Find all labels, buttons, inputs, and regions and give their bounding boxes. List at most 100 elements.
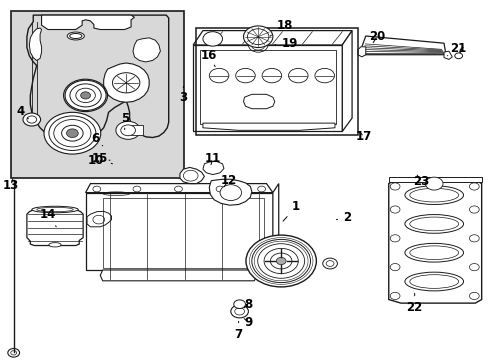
Text: 19: 19 xyxy=(275,37,297,50)
Circle shape xyxy=(27,116,37,123)
Circle shape xyxy=(235,68,255,83)
Circle shape xyxy=(322,258,337,269)
Circle shape xyxy=(276,257,285,265)
Text: 6: 6 xyxy=(91,132,102,146)
Text: 10: 10 xyxy=(87,154,110,167)
Polygon shape xyxy=(193,45,342,131)
Circle shape xyxy=(270,253,291,269)
Circle shape xyxy=(468,235,478,242)
Text: 18: 18 xyxy=(270,19,292,36)
Text: 8: 8 xyxy=(244,298,252,311)
Circle shape xyxy=(288,68,307,83)
Text: 5: 5 xyxy=(121,112,128,130)
Circle shape xyxy=(49,116,96,150)
Circle shape xyxy=(220,185,241,201)
Ellipse shape xyxy=(69,33,81,39)
Circle shape xyxy=(257,186,265,192)
Polygon shape xyxy=(85,193,272,270)
Circle shape xyxy=(44,112,101,154)
Circle shape xyxy=(216,186,224,192)
Circle shape xyxy=(389,264,399,271)
Text: 1: 1 xyxy=(283,201,299,221)
Circle shape xyxy=(262,68,281,83)
Circle shape xyxy=(389,235,399,242)
Polygon shape xyxy=(180,167,204,184)
Polygon shape xyxy=(388,180,481,303)
Circle shape xyxy=(314,68,334,83)
Circle shape xyxy=(66,129,78,138)
Text: 12: 12 xyxy=(220,174,237,187)
Circle shape xyxy=(389,292,399,300)
Bar xyxy=(195,28,357,135)
Text: 7: 7 xyxy=(234,321,242,341)
Text: 20: 20 xyxy=(368,30,385,43)
Polygon shape xyxy=(443,51,451,59)
Circle shape xyxy=(389,183,399,190)
Circle shape xyxy=(65,80,106,111)
Bar xyxy=(11,11,184,178)
Circle shape xyxy=(454,53,462,59)
Text: 4: 4 xyxy=(17,105,28,119)
Polygon shape xyxy=(133,38,160,62)
Circle shape xyxy=(203,32,222,46)
Text: 13: 13 xyxy=(2,179,19,192)
Polygon shape xyxy=(100,270,256,281)
Text: 11: 11 xyxy=(204,152,221,165)
Bar xyxy=(102,198,264,268)
Circle shape xyxy=(133,186,141,192)
Ellipse shape xyxy=(99,190,133,197)
Circle shape xyxy=(70,84,101,107)
Ellipse shape xyxy=(404,215,463,233)
Ellipse shape xyxy=(67,32,84,40)
Polygon shape xyxy=(357,47,365,57)
Text: 3: 3 xyxy=(179,86,187,104)
Circle shape xyxy=(112,73,140,93)
Circle shape xyxy=(233,300,245,309)
Circle shape xyxy=(61,125,83,141)
Circle shape xyxy=(81,92,90,99)
Circle shape xyxy=(245,235,316,287)
Polygon shape xyxy=(272,184,278,270)
Circle shape xyxy=(183,170,198,181)
Text: 2: 2 xyxy=(336,211,350,224)
Circle shape xyxy=(468,264,478,271)
Circle shape xyxy=(121,125,135,136)
Ellipse shape xyxy=(49,243,61,247)
Polygon shape xyxy=(103,63,149,102)
Circle shape xyxy=(243,26,272,48)
Text: 21: 21 xyxy=(447,42,466,56)
Text: 15: 15 xyxy=(92,152,112,165)
Polygon shape xyxy=(209,179,251,205)
Polygon shape xyxy=(87,211,111,227)
Circle shape xyxy=(23,113,41,126)
Ellipse shape xyxy=(404,272,463,291)
Text: 23: 23 xyxy=(412,175,429,188)
Bar xyxy=(131,125,143,135)
Polygon shape xyxy=(193,31,351,45)
Ellipse shape xyxy=(404,186,463,204)
Circle shape xyxy=(264,248,298,274)
Text: 9: 9 xyxy=(244,316,252,329)
Polygon shape xyxy=(243,94,274,109)
Text: 22: 22 xyxy=(406,293,422,314)
Ellipse shape xyxy=(404,243,463,262)
Circle shape xyxy=(468,206,478,213)
Polygon shape xyxy=(27,210,83,246)
Polygon shape xyxy=(85,184,272,193)
Polygon shape xyxy=(203,161,224,175)
Bar xyxy=(388,177,481,182)
Polygon shape xyxy=(41,15,134,30)
Circle shape xyxy=(116,121,140,139)
Text: 17: 17 xyxy=(355,130,372,143)
Circle shape xyxy=(468,183,478,190)
Polygon shape xyxy=(203,123,334,130)
Circle shape xyxy=(468,292,478,300)
Polygon shape xyxy=(342,31,351,131)
Polygon shape xyxy=(361,36,445,55)
Circle shape xyxy=(174,186,182,192)
Circle shape xyxy=(93,186,101,192)
Circle shape xyxy=(425,177,442,190)
Text: 16: 16 xyxy=(200,49,217,67)
Polygon shape xyxy=(29,28,41,60)
Circle shape xyxy=(209,68,228,83)
